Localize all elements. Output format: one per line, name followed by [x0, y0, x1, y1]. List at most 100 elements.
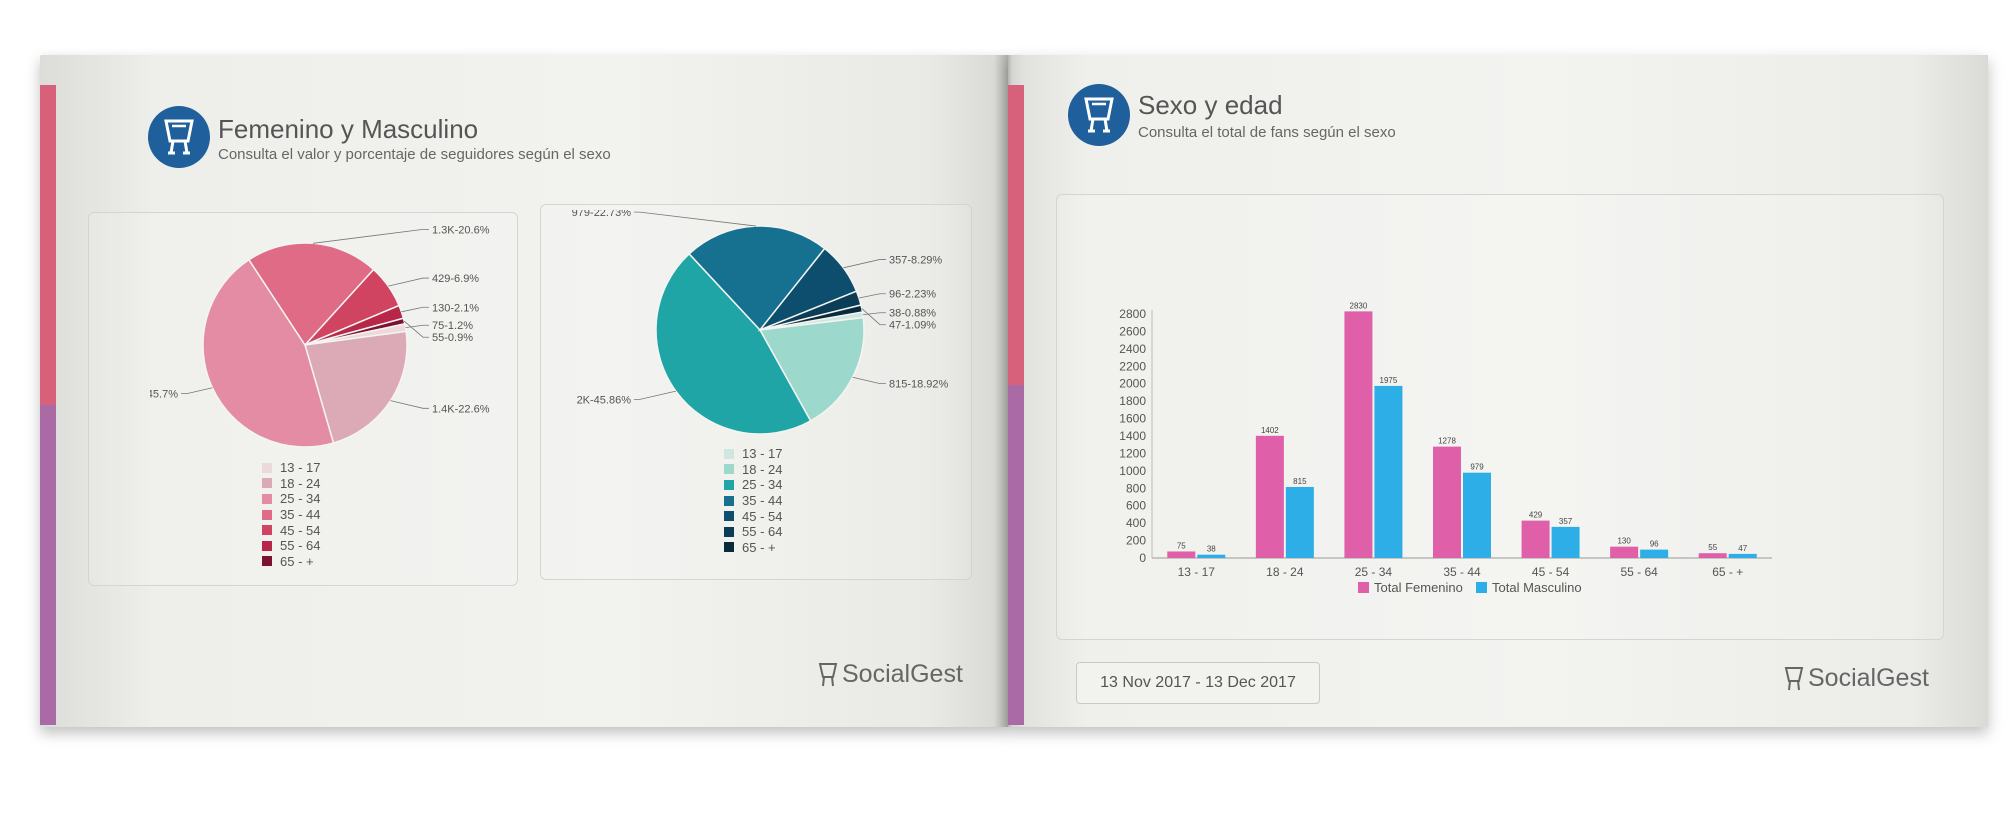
pie-femenino-data-label: 2.8K-45.7%: [150, 389, 178, 401]
pie-masculino-label-line: [634, 211, 757, 227]
x-tick-label: 45 - 54: [1532, 565, 1570, 579]
report-logo-icon: [1068, 84, 1130, 146]
legend-item[interactable]: 18 - 24: [262, 476, 320, 492]
page-title: Femenino y Masculino: [218, 114, 479, 144]
legend-swatch: [724, 448, 734, 459]
y-tick-label: 600: [1126, 499, 1146, 513]
pie-masculino-data-label: 357-8.29%: [889, 254, 942, 266]
legend-item[interactable]: 25 - 34: [262, 491, 320, 507]
legend-swatch: [724, 542, 734, 553]
pie-masculino-label-line: [843, 259, 886, 269]
y-tick-label: 0: [1139, 551, 1146, 565]
pie-femenino-label-line: [401, 306, 429, 313]
pie-legend-masculino: 13 - 17 18 - 24 25 - 34 35 - 44 45 - 54 55 - …: [724, 446, 782, 555]
brand-icon: [818, 662, 838, 686]
bar-value-label: 979: [1470, 463, 1484, 472]
legend-item[interactable]: 13 - 17: [262, 460, 320, 476]
legend-label: 55 - 64: [280, 538, 321, 554]
pie-femenino-data-label: 130-2.1%: [432, 302, 479, 314]
brand-logo: SocialGest: [1784, 664, 1929, 693]
legend-label: 18 - 24: [742, 461, 783, 477]
legend-item[interactable]: 35 - 44: [262, 507, 320, 523]
pie-femenino-label-line: [312, 228, 429, 244]
legend-swatch: [1358, 582, 1369, 593]
legend-item[interactable]: 18 - 24: [724, 462, 782, 478]
bar-femenino: [1255, 435, 1284, 558]
x-tick-label: 65 - +: [1712, 565, 1743, 579]
y-tick-label: 1800: [1119, 394, 1146, 408]
bar-value-label: 1975: [1380, 376, 1398, 385]
legend-label: 55 - 64: [742, 524, 783, 540]
legend-item[interactable]: 13 - 17: [724, 446, 782, 462]
pie-femenino-data-label: 1.4K-22.6%: [432, 403, 490, 415]
legend-item[interactable]: 25 - 34: [724, 477, 782, 493]
bar-masculino: [1551, 526, 1580, 558]
legend-label: 45 - 54: [280, 522, 321, 538]
legend-item[interactable]: 45 - 54: [262, 522, 320, 538]
pie-masculino-data-label: 2K-45.86%: [577, 394, 632, 406]
y-tick-label: 1600: [1119, 412, 1146, 426]
y-tick-label: 400: [1126, 516, 1146, 530]
pie-masculino-label-line: [858, 293, 886, 299]
legend-swatch: [724, 511, 734, 522]
x-tick-label: 13 - 17: [1178, 565, 1216, 579]
bar-femenino: [1344, 311, 1373, 558]
legend-label: 18 - 24: [280, 475, 321, 491]
legend-label: 35 - 44: [280, 507, 321, 523]
report-logo-icon: [148, 106, 210, 168]
legend-swatch: [262, 556, 272, 567]
legend-item[interactable]: 65 - +: [262, 554, 320, 570]
y-tick-label: 2400: [1119, 342, 1146, 356]
legend-item[interactable]: 65 - +: [724, 540, 782, 556]
legend-item[interactable]: 35 - 44: [724, 493, 782, 509]
legend-item[interactable]: 55 - 64: [724, 524, 782, 540]
y-tick-label: 1000: [1119, 464, 1146, 478]
left-page: [40, 55, 1008, 727]
x-tick-label: 25 - 34: [1355, 565, 1393, 579]
legend-swatch: [724, 479, 734, 490]
bar-value-label: 38: [1207, 545, 1216, 554]
legend-label: 13 - 17: [280, 460, 321, 476]
bar-masculino: [1463, 472, 1491, 558]
bar-value-label: 815: [1293, 477, 1307, 486]
bar-chart-sexo-edad: 0 200 400 600 800 1000 1200 1400 1600 1800 2000 220…: [1119, 301, 1772, 595]
bar-value-label: 47: [1738, 544, 1747, 553]
pie-masculino-label-line: [861, 308, 886, 326]
legend-label: 65 - +: [280, 553, 314, 569]
legend-label: 45 - 54: [742, 508, 783, 524]
pie-femenino-slice: [304, 317, 406, 346]
bar-value-label: 357: [1559, 517, 1573, 526]
legend-swatch: [262, 540, 272, 551]
legend-item[interactable]: 55 - 64: [262, 538, 320, 554]
legend-swatch: [262, 509, 272, 520]
legend-label: 25 - 34: [280, 491, 321, 507]
legend-swatch: [724, 526, 734, 537]
bar-femenino: [1698, 553, 1727, 558]
legend-label: 35 - 44: [742, 493, 783, 509]
bar-masculino: [1374, 385, 1403, 558]
pie-masculino-data-label: 96-2.23%: [889, 289, 936, 301]
bar-masculino: [1285, 486, 1314, 558]
pie-femenino-slice: [202, 258, 335, 448]
legend-swatch: [262, 493, 272, 504]
pie-masculino-slice: [758, 316, 865, 422]
bar-value-label: 1402: [1261, 426, 1279, 435]
bar-value-label: 2830: [1350, 301, 1368, 310]
legend-item[interactable]: 45 - 54: [724, 508, 782, 524]
legend-label[interactable]: Total Femenino: [1374, 580, 1463, 595]
left-stripe-purple: [40, 405, 56, 725]
pie-masculino-label-line: [852, 376, 886, 385]
legend-label: 13 - 17: [742, 446, 783, 462]
y-tick-label: 800: [1126, 481, 1146, 495]
y-tick-label: 2600: [1119, 324, 1146, 338]
bar-masculino: [1197, 554, 1226, 558]
pie-femenino-label-line: [403, 320, 429, 338]
pie-masculino-slice: [655, 252, 812, 435]
legend-swatch: [1476, 582, 1487, 593]
legend-swatch: [262, 525, 272, 536]
bar-value-label: 75: [1177, 541, 1186, 550]
brand-name: SocialGest: [1808, 664, 1929, 692]
pie-masculino-slice: [688, 225, 826, 332]
legend-label[interactable]: Total Masculino: [1492, 580, 1582, 595]
legend-swatch: [262, 478, 272, 489]
